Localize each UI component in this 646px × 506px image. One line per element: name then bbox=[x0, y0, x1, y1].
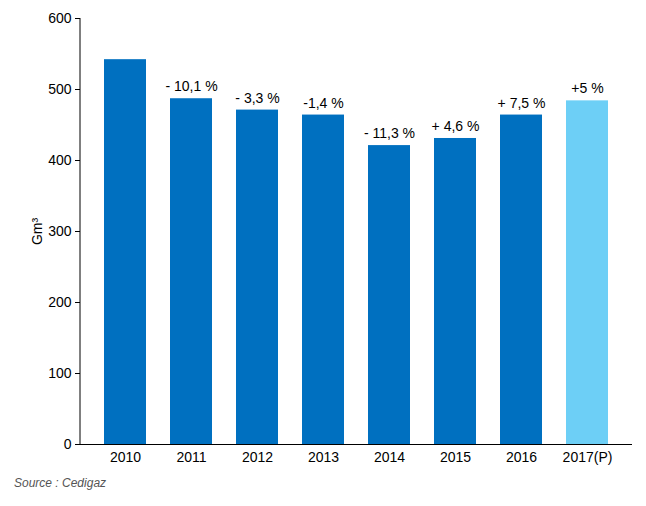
svg-text:500: 500 bbox=[48, 81, 72, 97]
svg-text:0: 0 bbox=[64, 436, 72, 452]
svg-text:400: 400 bbox=[48, 152, 72, 168]
html-text:Source : Cedigaz: Source : Cedigaz bbox=[14, 476, 107, 490]
svg-text:2015: 2015 bbox=[440, 449, 471, 465]
svg-text:+ 7,5 %: + 7,5 % bbox=[498, 95, 546, 111]
svg-text:-1,4 %: -1,4 % bbox=[303, 95, 343, 111]
svg-text:- 11,3 %: - 11,3 % bbox=[364, 125, 415, 141]
svg-text:2010: 2010 bbox=[110, 449, 141, 465]
svg-text:600: 600 bbox=[48, 10, 72, 26]
svg-text:Gm³: Gm³ bbox=[29, 218, 45, 246]
svg-text:2011: 2011 bbox=[176, 449, 206, 465]
svg-text:2013: 2013 bbox=[308, 449, 339, 465]
svg-text:300: 300 bbox=[48, 223, 72, 239]
svg-text:- 3,3 %: - 3,3 % bbox=[235, 90, 279, 106]
svg-text:2014: 2014 bbox=[374, 449, 405, 465]
svg-text:100: 100 bbox=[48, 365, 72, 381]
svg-text:200: 200 bbox=[48, 294, 72, 310]
svg-text:+5 %: +5 % bbox=[571, 80, 603, 96]
svg-text:- 10,1 %: - 10,1 % bbox=[165, 78, 217, 94]
svg-text:+ 4,6 %: + 4,6 % bbox=[432, 118, 480, 134]
svg-text:2017(P): 2017(P) bbox=[563, 449, 613, 465]
svg-text:2016: 2016 bbox=[506, 449, 537, 465]
svg-text:2012: 2012 bbox=[242, 449, 273, 465]
